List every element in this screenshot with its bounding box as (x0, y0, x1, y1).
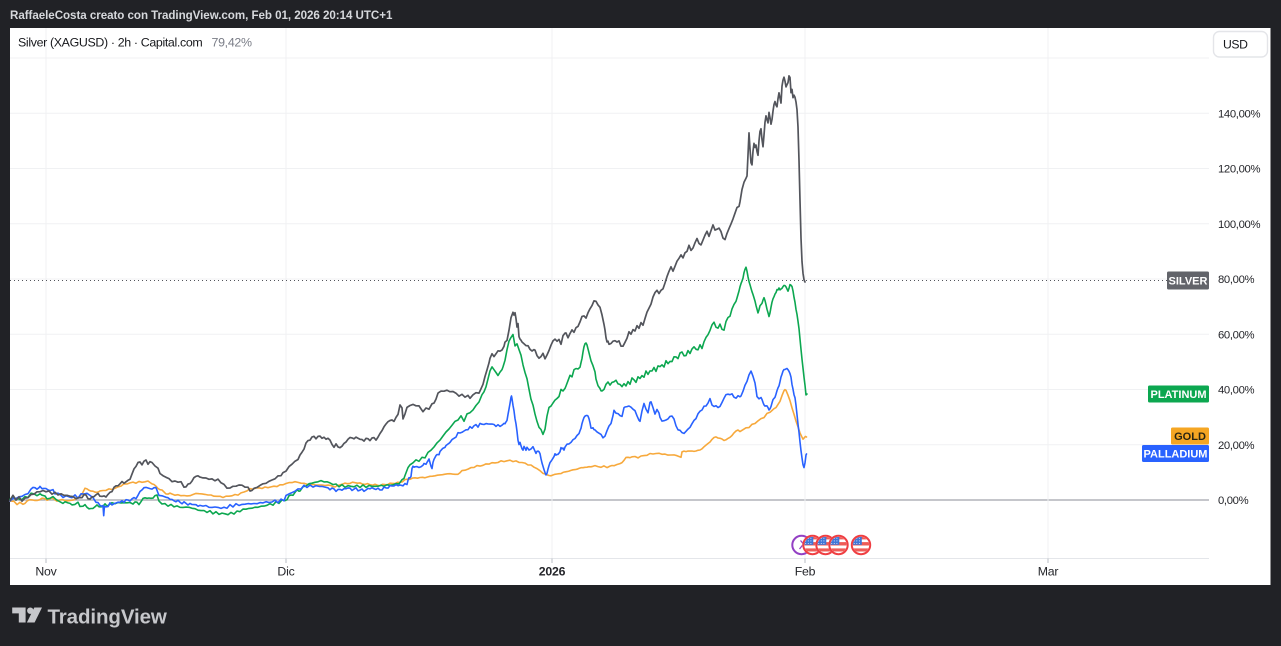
svg-text:GOLD: GOLD (1174, 431, 1206, 443)
svg-text:140,00%: 140,00% (1218, 109, 1260, 121)
svg-text:PALLADIUM: PALLADIUM (1144, 448, 1208, 460)
svg-text:60,00%: 60,00% (1218, 329, 1255, 341)
svg-text:2026: 2026 (539, 565, 566, 579)
svg-text:Nov: Nov (35, 565, 57, 579)
svg-text:100,00%: 100,00% (1218, 219, 1260, 231)
svg-text:40,00%: 40,00% (1218, 385, 1255, 397)
svg-text:Dic: Dic (277, 565, 294, 579)
svg-text:80,00%: 80,00% (1218, 274, 1255, 286)
svg-text:20,00%: 20,00% (1218, 440, 1255, 452)
svg-text:Feb: Feb (795, 565, 816, 579)
svg-text:USD: USD (1223, 38, 1248, 52)
svg-text:RaffaeleCosta creato con Tradi: RaffaeleCosta creato con TradingView.com… (10, 9, 393, 22)
svg-text:79,42%: 79,42% (212, 36, 253, 50)
svg-text:120,00%: 120,00% (1218, 164, 1260, 176)
svg-text:0,00%: 0,00% (1218, 495, 1249, 507)
svg-text:TradingView: TradingView (48, 606, 167, 629)
svg-text:Mar: Mar (1038, 565, 1059, 579)
svg-text:Silver (XAGUSD) · 2h · Capital: Silver (XAGUSD) · 2h · Capital.com (18, 36, 202, 50)
svg-text:PLATINUM: PLATINUM (1150, 389, 1206, 401)
svg-text:SILVER: SILVER (1169, 275, 1208, 287)
